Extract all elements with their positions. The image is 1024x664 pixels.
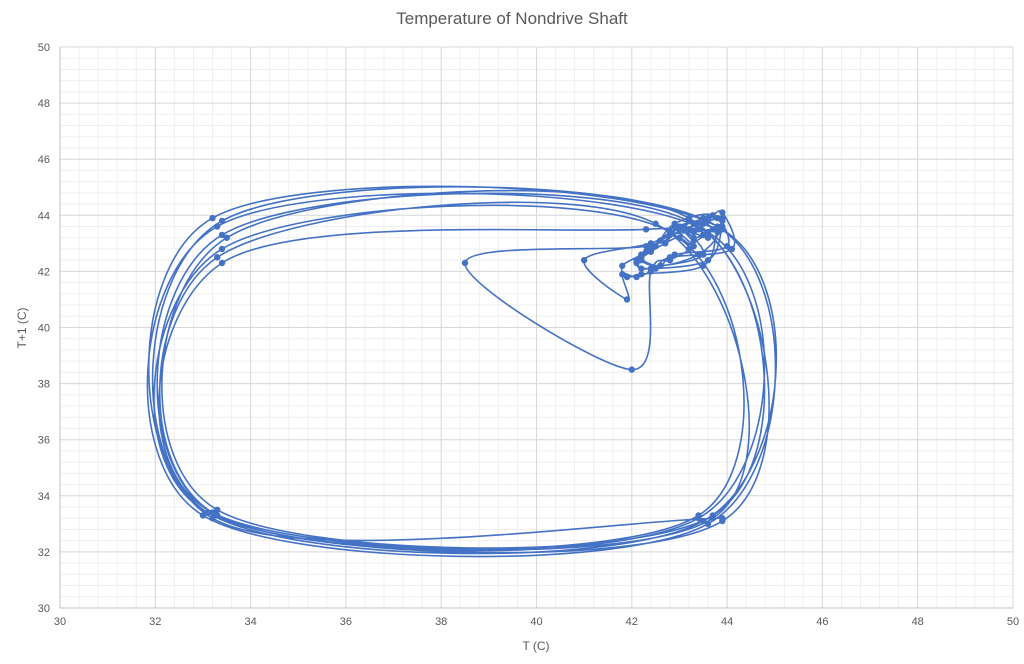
y-tick-label: 42 — [38, 266, 50, 278]
data-point — [623, 273, 631, 281]
data-point — [714, 214, 721, 222]
y-tick-label: 36 — [38, 435, 50, 447]
data-point — [638, 271, 645, 278]
data-point — [642, 248, 650, 255]
data-point — [719, 214, 726, 222]
chart-title: Temperature of Nondrive Shaft — [396, 9, 628, 28]
data-point — [709, 212, 717, 219]
data-point — [690, 228, 697, 236]
x-tick-label: 46 — [816, 616, 828, 628]
data-point — [657, 262, 664, 269]
data-point — [704, 228, 712, 236]
data-point — [638, 265, 645, 272]
data-point — [647, 240, 655, 247]
data-point — [700, 251, 707, 258]
data-point — [657, 237, 664, 244]
data-point — [223, 234, 230, 241]
y-tick-label: 44 — [38, 210, 50, 222]
data-point — [619, 262, 626, 269]
y-tick-label: 40 — [38, 323, 50, 335]
data-point — [671, 251, 678, 258]
data-point — [209, 214, 216, 222]
data-point — [580, 256, 588, 264]
y-tick-label: 38 — [38, 379, 50, 391]
data-point — [628, 366, 635, 373]
data-point — [700, 231, 707, 239]
data-point — [685, 214, 693, 222]
data-point — [214, 512, 221, 519]
y-tick-label: 46 — [38, 154, 50, 166]
data-point — [204, 509, 211, 516]
y-tick-label: 50 — [38, 42, 50, 54]
data-point — [652, 220, 659, 227]
data-point — [719, 209, 726, 216]
data-point — [199, 512, 207, 519]
x-tick-label: 48 — [912, 616, 924, 628]
data-point — [723, 242, 731, 250]
data-point — [700, 517, 707, 525]
data-point — [714, 223, 721, 230]
data-point — [647, 268, 655, 275]
data-point — [619, 271, 626, 278]
data-point — [695, 251, 702, 258]
data-point — [209, 509, 216, 516]
data-point — [695, 512, 702, 519]
data-point — [218, 259, 226, 267]
y-tick-label: 34 — [38, 491, 50, 503]
data-point — [218, 217, 226, 225]
data-point — [709, 226, 717, 233]
data-point — [666, 228, 674, 236]
y-tick-label: 30 — [38, 603, 50, 615]
data-point — [719, 517, 726, 525]
y-axis-label: T+1 (C) — [15, 307, 29, 348]
series-line — [146, 185, 778, 558]
data-point — [652, 242, 659, 250]
data-point — [690, 220, 697, 227]
x-tick-label: 38 — [435, 616, 447, 628]
data-point — [661, 240, 669, 247]
data-point — [638, 256, 645, 264]
data-point — [633, 259, 640, 267]
data-point — [690, 234, 697, 241]
data-point — [719, 226, 726, 233]
data-point — [685, 226, 693, 233]
data-point — [218, 245, 226, 253]
y-tick-label: 32 — [38, 547, 50, 559]
grid — [59, 46, 1014, 609]
y-tick-label: 48 — [38, 98, 50, 110]
data-point — [623, 296, 631, 303]
x-tick-label: 34 — [244, 616, 256, 628]
series-layer — [146, 185, 778, 558]
data-point — [709, 515, 717, 522]
x-tick-label: 30 — [54, 616, 66, 628]
data-point — [700, 220, 707, 227]
data-point — [218, 231, 226, 239]
data-point — [214, 223, 221, 230]
x-tick-label: 44 — [721, 616, 733, 628]
data-point — [214, 506, 221, 514]
x-tick-label: 32 — [149, 616, 161, 628]
x-tick-label: 50 — [1007, 616, 1019, 628]
x-tick-label: 42 — [626, 616, 638, 628]
data-point — [690, 242, 697, 250]
data-point — [633, 273, 640, 281]
axes: 30 32 34 36 38 40 42 44 46 48 50 30 32 34 36 38 40 42 44 46… — [38, 42, 1019, 628]
data-point — [642, 242, 650, 250]
data-point — [666, 256, 674, 264]
data-point — [642, 226, 650, 233]
data-point — [461, 259, 469, 267]
data-point — [704, 256, 712, 264]
data-point — [704, 520, 712, 528]
data-point — [638, 251, 645, 258]
x-axis-label: T (C) — [522, 639, 549, 653]
x-tick-label: 40 — [530, 616, 542, 628]
data-point — [652, 265, 659, 272]
data-point — [214, 254, 221, 261]
data-point — [209, 515, 216, 522]
x-tick-label: 36 — [340, 616, 352, 628]
data-point — [647, 248, 655, 255]
